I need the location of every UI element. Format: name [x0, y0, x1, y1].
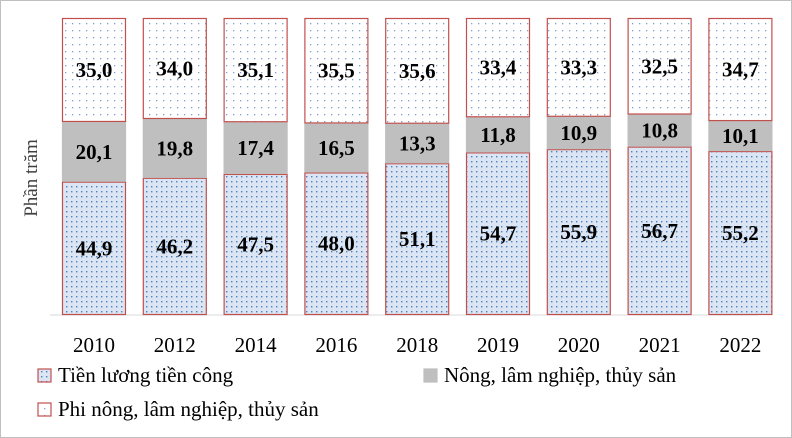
x-tick-2021: 2021: [639, 333, 681, 357]
data-label-2-2022: 10,1: [722, 124, 759, 148]
bar-3-2014: [223, 17, 288, 123]
data-label-1-2022: 55,2: [722, 221, 759, 245]
data-label-2-2019: 11,8: [480, 123, 516, 147]
data-label-1-2010: 44,9: [76, 236, 113, 260]
data-label-3-2018: 35,6: [399, 59, 436, 83]
data-label-2-2021: 10,8: [641, 119, 678, 143]
bar-2-2016: [304, 123, 369, 173]
y-axis-title: Phần trăm: [21, 139, 42, 217]
x-tick-2018: 2018: [396, 333, 438, 357]
bar-1-2022: [708, 150, 773, 316]
bar-1-2020: [546, 149, 611, 316]
data-label-1-2020: 55,9: [560, 220, 597, 244]
bar-2-2021: [627, 114, 692, 147]
bar-3-2010: [61, 17, 127, 123]
data-label-2-2020: 10,9: [560, 121, 597, 145]
data-label-1-2021: 56,7: [641, 219, 678, 243]
bar-1-2021: [627, 146, 692, 316]
legend-label-3: Phi nông, lâm nghiệp, thủy sản: [58, 397, 319, 421]
x-tick-2016: 2016: [315, 333, 357, 357]
bar-1-2012: [142, 177, 207, 316]
data-label-1-2016: 48,0: [318, 232, 355, 256]
bar-2-2018: [385, 123, 450, 164]
data-label-3-2019: 33,4: [480, 56, 517, 80]
x-tick-2010: 2010: [73, 333, 115, 357]
bar-2-2020: [546, 116, 611, 150]
x-tick-2019: 2019: [477, 333, 519, 357]
x-tick-2020: 2020: [558, 333, 600, 357]
legend-swatch-3: [37, 402, 52, 417]
data-label-3-2010: 35,0: [76, 58, 113, 82]
bar-3-2021: [627, 17, 692, 115]
legend-swatch-2: [423, 368, 438, 383]
data-label-2-2018: 13,3: [399, 131, 436, 155]
bar-1-2014: [223, 173, 288, 316]
legend-swatch-1: [37, 368, 52, 383]
data-label-2-2016: 16,5: [318, 136, 355, 160]
bar-1-2016: [304, 172, 369, 316]
bar-2-2010: [61, 121, 127, 182]
data-label-2-2010: 20,1: [76, 140, 113, 164]
bar-2-2022: [708, 120, 773, 152]
x-tick-2022: 2022: [719, 333, 761, 357]
bar-1-2019: [465, 152, 531, 316]
bar-1-2018: [385, 163, 450, 316]
x-tick-2012: 2012: [154, 333, 196, 357]
bar-3-2018: [385, 17, 450, 124]
data-label-3-2012: 34,0: [156, 56, 193, 80]
data-label-1-2014: 47,5: [237, 232, 274, 256]
legend-label-1: Tiền lương tiền công: [58, 363, 234, 387]
bar-2-2019: [465, 117, 531, 153]
bar-3-2022: [708, 17, 773, 122]
data-label-3-2021: 32,5: [641, 54, 678, 78]
bar-2-2014: [223, 122, 288, 175]
bar-3-2012: [142, 17, 207, 120]
data-label-1-2018: 51,1: [399, 227, 436, 251]
data-label-3-2014: 35,1: [237, 58, 274, 82]
x-tick-2014: 2014: [235, 333, 278, 357]
data-label-2-2014: 17,4: [237, 136, 274, 160]
legend-label-2: Nông, lâm nghiệp, thủy sản: [444, 363, 677, 387]
data-label-2-2012: 19,8: [156, 136, 193, 160]
bar-1-2010: [61, 181, 127, 316]
bar-3-2020: [546, 17, 611, 117]
data-label-3-2022: 34,7: [722, 58, 759, 82]
data-label-3-2016: 35,5: [318, 59, 355, 83]
bar-3-2016: [304, 17, 369, 124]
bar-2-2012: [142, 118, 207, 178]
data-label-3-2020: 33,3: [560, 55, 597, 79]
data-label-1-2019: 54,7: [480, 222, 517, 246]
bar-3-2019: [465, 17, 531, 118]
data-label-1-2012: 46,2: [156, 234, 193, 258]
